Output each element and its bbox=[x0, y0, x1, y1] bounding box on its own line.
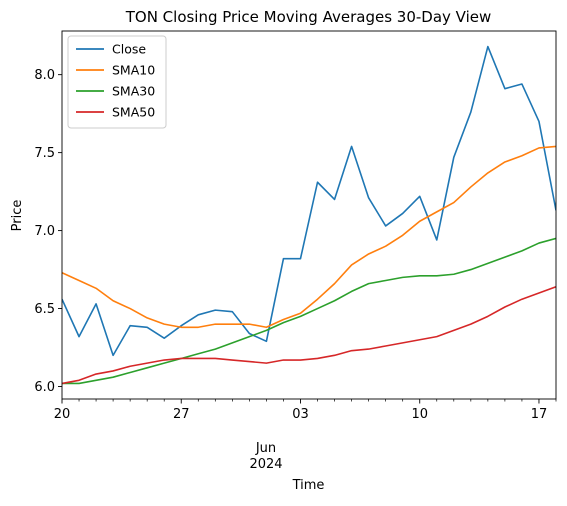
legend-label-sma30: SMA30 bbox=[112, 84, 155, 99]
x-tick-label: 10 bbox=[411, 407, 428, 422]
series-line-sma30 bbox=[62, 237, 556, 385]
x-tick-label: 17 bbox=[531, 407, 548, 422]
legend-label-close: Close bbox=[112, 42, 146, 57]
legend-label-sma50: SMA50 bbox=[112, 105, 155, 120]
series-line-sma50 bbox=[62, 285, 556, 385]
x-tick-label: 20 bbox=[54, 407, 71, 422]
series-line-close bbox=[62, 45, 556, 357]
x-tick-label: 03 bbox=[292, 407, 309, 422]
y-tick-label: 6.0 bbox=[34, 380, 55, 395]
x-secondary-label: Jun bbox=[255, 441, 276, 456]
x-axis-label: Time bbox=[292, 478, 325, 493]
series-line-sma10 bbox=[62, 145, 556, 329]
y-axis: 6.0 6.5 7.0 7.5 8.0 bbox=[34, 68, 62, 395]
chart-title: TON Closing Price Moving Averages 30-Day… bbox=[125, 8, 492, 26]
plot-area bbox=[61, 30, 557, 400]
plot-frame bbox=[61, 30, 557, 400]
y-tick-label: 8.0 bbox=[34, 68, 55, 83]
x-secondary-label: 2024 bbox=[249, 457, 282, 472]
legend-label-sma10: SMA10 bbox=[112, 63, 155, 78]
legend: Close SMA10 SMA30 SMA50 bbox=[67, 35, 167, 129]
legend-frame bbox=[67, 35, 167, 129]
x-tick-label: 27 bbox=[173, 407, 190, 422]
y-tick-label: 7.5 bbox=[34, 146, 55, 161]
y-tick-label: 6.5 bbox=[34, 302, 55, 317]
y-tick-label: 7.0 bbox=[34, 224, 55, 239]
y-axis-label: Price bbox=[10, 200, 25, 232]
